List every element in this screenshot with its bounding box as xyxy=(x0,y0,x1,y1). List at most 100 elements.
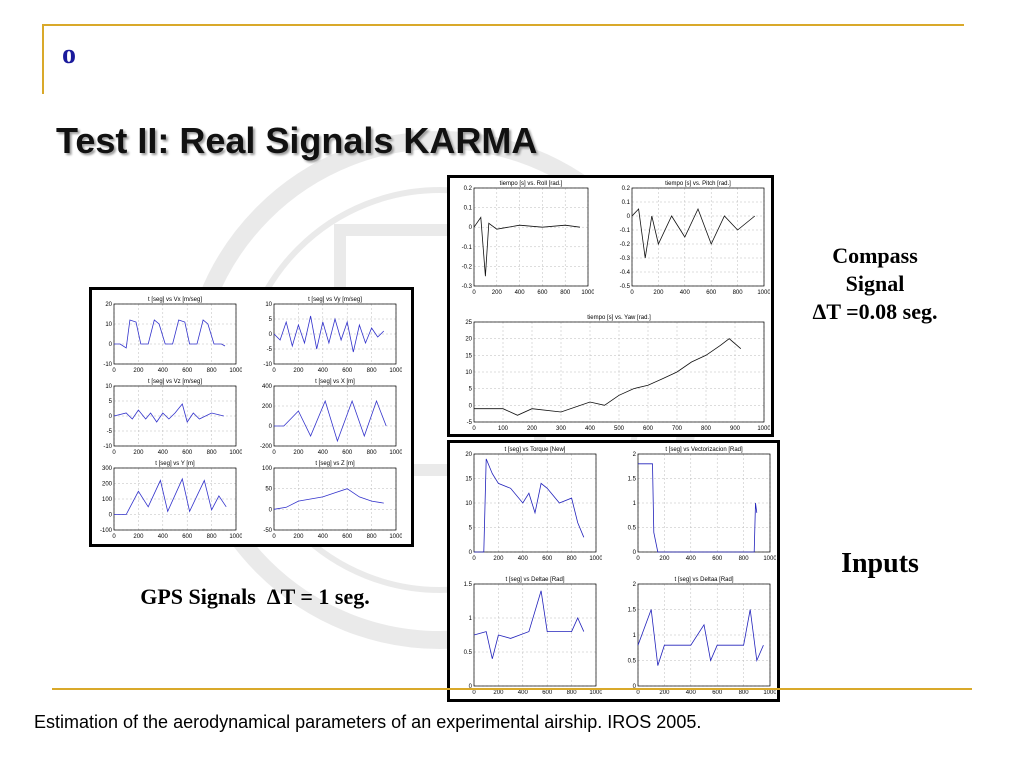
y-tick-label: 5 xyxy=(109,399,113,405)
x-tick-label: 0 xyxy=(272,368,276,374)
y-tick-label: -5 xyxy=(267,347,273,353)
y-tick-label: 1 xyxy=(633,501,637,507)
x-tick-label: 0 xyxy=(630,290,634,296)
plot-frame xyxy=(637,583,771,687)
y-tick-label: 0.5 xyxy=(464,650,473,656)
x-tick-label: 400 xyxy=(158,534,169,540)
x-tick-label: 1000 xyxy=(763,690,776,696)
y-tick-label: -0.3 xyxy=(620,256,631,262)
x-tick-label: 1000 xyxy=(389,368,402,374)
x-tick-label: 500 xyxy=(614,426,625,432)
y-tick-label: 20 xyxy=(465,452,472,458)
y-tick-label: -50 xyxy=(263,528,272,534)
x-tick-label: 0 xyxy=(472,426,476,432)
x-tick-label: 0 xyxy=(112,450,116,456)
x-tick-label: 800 xyxy=(567,556,578,562)
x-tick-label: 1000 xyxy=(589,690,602,696)
plot-frame xyxy=(113,467,237,531)
x-tick-label: 600 xyxy=(537,290,548,296)
chart-1: t [seg] vs Vy [m/seg] -10 -5 0 5 10 0 200 400 600… xyxy=(252,294,402,376)
x-tick-label: 400 xyxy=(686,556,697,562)
x-tick-label: 600 xyxy=(182,450,193,456)
chart-11: t [seg] vs Deltae [Rad] 0 0.5 1 1.5 0 200 400 60… xyxy=(452,574,602,698)
y-tick-label: 5 xyxy=(269,317,273,323)
y-tick-label: 0.2 xyxy=(622,186,631,192)
chart-10: t [seg] vs Vectorizacion [Rad]00.511.520… xyxy=(616,444,776,564)
y-tick-label: 200 xyxy=(102,482,113,488)
x-tick-label: 400 xyxy=(680,290,691,296)
chart-title: t [seg] vs Z [m] xyxy=(315,461,355,467)
y-tick-label: 0 xyxy=(469,403,473,409)
y-tick-label: 0 xyxy=(633,684,637,690)
y-tick-label: 1.5 xyxy=(628,477,637,483)
y-tick-label: 0 xyxy=(109,414,113,420)
plot-frame xyxy=(473,187,589,287)
y-tick-label: 1 xyxy=(633,633,637,639)
series-line xyxy=(114,319,226,349)
top-rule xyxy=(42,24,964,26)
y-tick-label: 15 xyxy=(465,477,472,483)
y-tick-label: 100 xyxy=(262,466,273,472)
y-tick-label: 10 xyxy=(465,501,472,507)
y-tick-label: 10 xyxy=(265,302,272,308)
series-line xyxy=(274,399,387,443)
y-tick-label: -200 xyxy=(260,444,273,450)
y-tick-label: -0.2 xyxy=(462,264,473,270)
chart-title: t [seg] vs Deltae [Rad] xyxy=(505,577,564,583)
y-tick-label: 10 xyxy=(465,370,472,376)
x-tick-label: 1000 xyxy=(389,534,402,540)
x-tick-label: 200 xyxy=(659,690,670,696)
x-tick-label: 400 xyxy=(318,534,329,540)
chart-12: t [seg] vs Deltaa [Rad] 0 0.5 1 1.5 2 0 200 400 6… xyxy=(616,574,776,698)
left-accent-bar xyxy=(42,24,44,94)
y-tick-label: -100 xyxy=(100,528,113,534)
y-tick-label: 100 xyxy=(102,497,113,503)
x-tick-label: 600 xyxy=(542,690,553,696)
x-tick-label: 900 xyxy=(730,426,741,432)
y-tick-label: 5 xyxy=(469,526,473,532)
x-tick-label: 800 xyxy=(207,450,218,456)
y-tick-label: -10 xyxy=(103,362,112,368)
x-tick-label: 1000 xyxy=(581,290,594,296)
x-tick-label: 300 xyxy=(556,426,567,432)
x-tick-label: 800 xyxy=(733,290,744,296)
footer-citation: Estimation of the aerodynamical paramete… xyxy=(34,712,702,732)
y-tick-label: -0.3 xyxy=(462,284,473,290)
chart-6: tiempo [s] vs. Roll [rad.] -0.3 -0.2 -0.1 0 0… xyxy=(452,178,594,298)
chart-title: t [seg] vs Deltaa [Rad] xyxy=(674,577,733,583)
x-tick-label: 400 xyxy=(686,690,697,696)
chart-title: tiempo [s] vs. Roll [rad.] xyxy=(500,181,563,187)
y-tick-label: 1.5 xyxy=(628,608,637,614)
series-line xyxy=(638,463,758,553)
y-tick-label: -0.5 xyxy=(620,284,631,290)
plot-frame xyxy=(473,583,597,687)
x-tick-label: 800 xyxy=(739,556,750,562)
y-tick-label: 10 xyxy=(105,384,112,390)
x-tick-label: 400 xyxy=(585,426,596,432)
y-tick-label: 2 xyxy=(633,582,637,588)
x-tick-label: 0 xyxy=(112,368,116,374)
x-tick-label: 1000 xyxy=(763,556,776,562)
plot-frame xyxy=(473,321,765,423)
x-tick-label: 400 xyxy=(318,450,329,456)
chart-title: t [seg] vs Vectorizacion [Rad] xyxy=(665,447,743,453)
x-tick-label: 200 xyxy=(653,290,664,296)
compass-label-line2: Signal xyxy=(845,271,905,296)
series-line xyxy=(114,477,227,515)
y-tick-label: 0 xyxy=(469,684,473,690)
x-tick-label: 1000 xyxy=(229,450,242,456)
x-tick-label: 1000 xyxy=(589,556,602,562)
y-tick-label: 0.1 xyxy=(622,200,631,206)
x-tick-label: 200 xyxy=(133,368,144,374)
y-tick-label: 2 xyxy=(633,452,637,458)
x-tick-label: 400 xyxy=(158,450,169,456)
title-bullet: o xyxy=(62,39,76,70)
inputs-label: Inputs xyxy=(841,548,919,579)
x-tick-label: 200 xyxy=(493,556,504,562)
x-tick-label: 200 xyxy=(133,534,144,540)
x-tick-label: 0 xyxy=(472,290,476,296)
y-tick-label: 10 xyxy=(105,322,112,328)
